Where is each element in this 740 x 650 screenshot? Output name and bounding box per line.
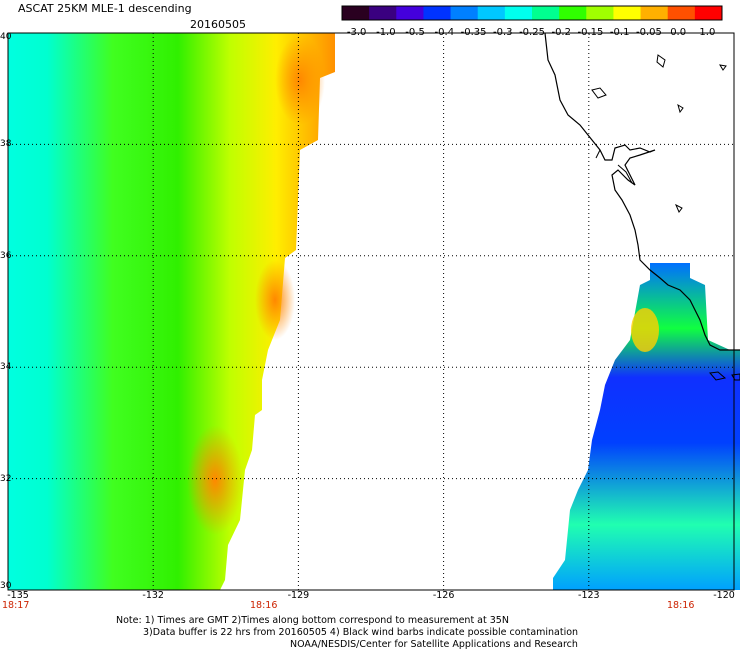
lon-tick-label: -135 [7,590,29,601]
lon-tick-label: -123 [578,590,600,601]
lat-tick-label: 36 [0,250,12,261]
west-swath [8,33,335,590]
note-line-2: 3)Data buffer is 22 hrs from 20160505 4)… [143,627,579,638]
lon-tick-label: -126 [432,590,455,601]
lon-tick-label: -120 [713,590,735,601]
lon-tick-label: -132 [142,590,164,601]
east-swath-hotspot [631,308,659,352]
time-mid: 18:16 [250,600,278,611]
west-swath-hotspot [275,35,325,125]
note-line-1: Note: 1) Times are GMT 2)Times along bot… [116,615,509,626]
east-swath [553,263,740,590]
map-title: ASCAT 25KM MLE-1 descending [18,2,192,15]
west-swath-hotspot [255,260,295,340]
time-left: 18:17 [2,600,30,611]
coastline-bay [595,149,633,184]
lat-tick-label: 40 [0,32,12,42]
note-line-3: NOAA/NESDIS/Center for Satellite Applica… [290,639,578,650]
map-frame [7,32,735,591]
grid-lines [8,33,734,590]
lat-tick-label: 32 [0,473,12,484]
lat-tick-label: 38 [0,139,12,150]
map-date: 20160505 [190,18,246,31]
lat-tick-label: 30 [0,581,12,591]
lon-tick-label: -129 [287,590,310,601]
west-swath-hotspot [187,425,243,535]
coastline [544,32,740,351]
lat-tick-label: 34 [0,362,12,373]
time-right: 18:16 [667,600,695,611]
islands [591,54,740,381]
